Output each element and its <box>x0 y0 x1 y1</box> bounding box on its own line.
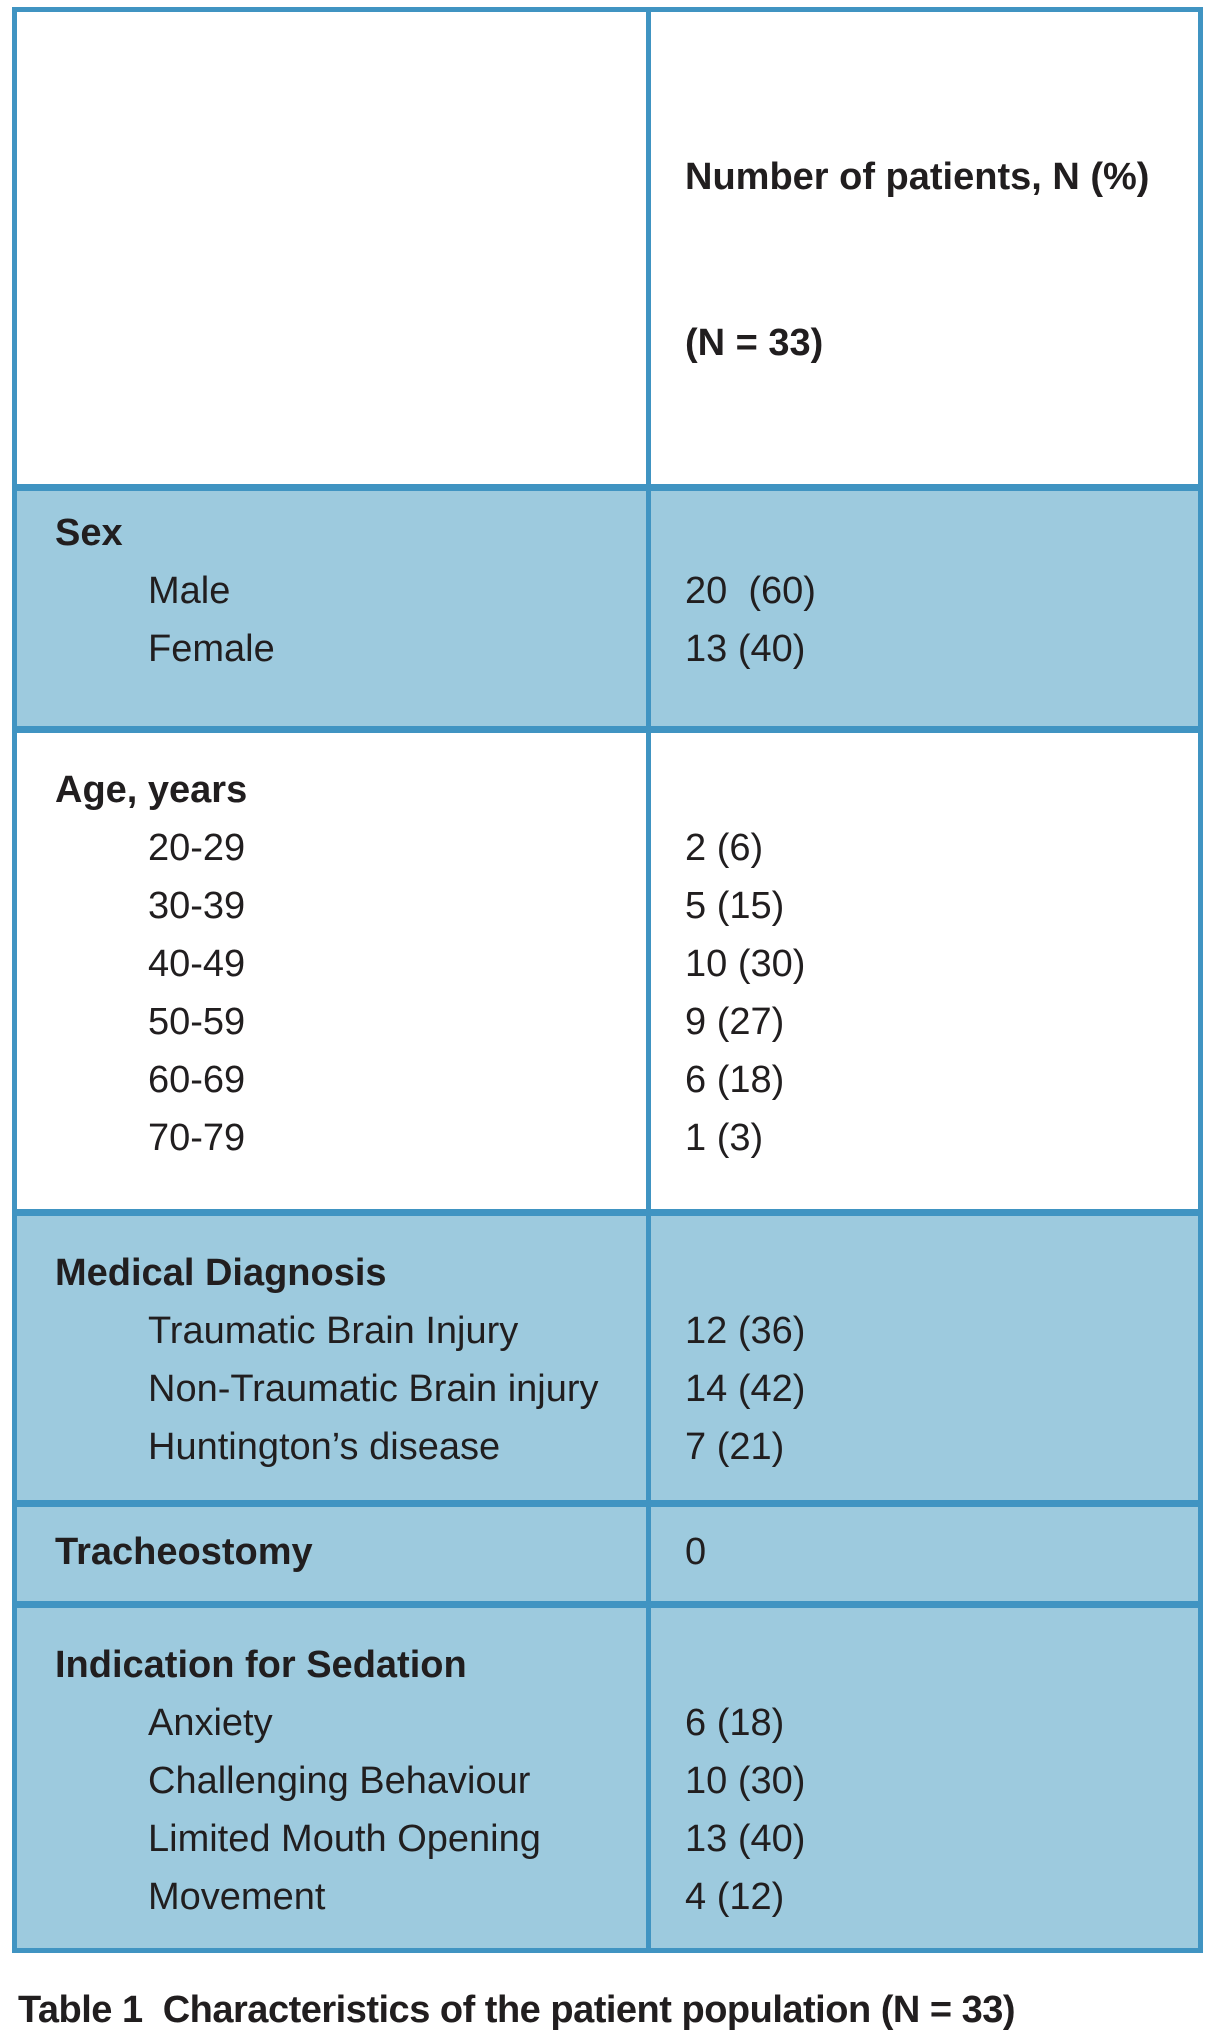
section-title-value <box>646 1209 1201 1302</box>
row-label: Huntington’s disease <box>14 1418 649 1504</box>
row-label: Male <box>14 562 649 620</box>
column-header-line1: Number of patients, N (%) <box>685 156 1150 198</box>
row-label: 60-69 <box>148 1059 246 1101</box>
column-header-line2: (N = 33) <box>685 322 824 364</box>
row-label: Movement <box>14 1868 649 1951</box>
row-value: 7 (21) <box>646 1418 1201 1504</box>
row-label: 40-49 <box>148 943 246 985</box>
row-value: 6 (18) <box>646 1051 1201 1109</box>
section-title-row: Indication for Sedation <box>14 1601 1201 1694</box>
section-title-row: Medical Diagnosis <box>14 1209 1201 1302</box>
row-value: 20 (60) <box>646 562 1201 620</box>
section-title-value <box>646 726 1201 819</box>
table-row: 30-39 5 (15) <box>15 877 1201 935</box>
table-row: Male 20 (60) <box>14 562 1201 620</box>
table-row: Anxiety 6 (18) <box>14 1694 1201 1752</box>
row-value: 6 (18) <box>646 1694 1201 1752</box>
table-section-tracheostomy: Tracheostomy 0 <box>14 1500 1201 1605</box>
row-value: 9 (27) <box>646 993 1201 1051</box>
row-label: 20-29 <box>148 827 246 869</box>
table-section-sex: Sex Male 20 (60) Female 13 (40) <box>14 484 1201 730</box>
table-section-indication-for-sedation: Indication for Sedation Anxiety 6 (18) Chal… <box>14 1601 1201 1951</box>
table-section-age-years: Age, years 20-29 2 (6) 30-39 5 (15) 40-49 10 (… <box>14 726 1201 1213</box>
patient-characteristics-table: Number of patients, N (%) (N = 33) Sex Ma… <box>12 7 1203 1953</box>
row-label: Traumatic Brain Injury <box>14 1302 649 1360</box>
row-value: 13 (40) <box>646 1810 1201 1868</box>
table-row: Movement 4 (12) <box>14 1868 1201 1951</box>
row-label: Challenging Behaviour <box>14 1752 649 1810</box>
table-row: Female 13 (40) <box>14 620 1201 730</box>
table-row: Huntington’s disease 7 (21) <box>14 1418 1201 1504</box>
table-row: Non-Traumatic Brain injury 14 (42) <box>14 1360 1201 1418</box>
section-title: Age, years <box>14 726 649 819</box>
row-value: 4 (12) <box>646 1868 1201 1951</box>
table-section-medical-diagnosis: Medical Diagnosis Traumatic Brain Injury 1… <box>14 1209 1201 1504</box>
table-row: 50-59 9 (27) <box>15 993 1201 1051</box>
section-title-row: Age, years <box>14 726 1201 819</box>
section-title: Medical Diagnosis <box>14 1209 649 1302</box>
row-label: Non-Traumatic Brain injury <box>14 1360 649 1418</box>
section-title-value: 0 <box>646 1500 1201 1605</box>
row-label: 50-59 <box>148 1001 246 1043</box>
table-row: 70-79 1 (3) <box>15 1109 1201 1213</box>
row-value: 2 (6) <box>646 819 1201 877</box>
column-header-cell: Number of patients, N (%) (N = 33) <box>646 9 1201 488</box>
table-row: 40-49 10 (30) <box>15 935 1201 993</box>
table-row: Challenging Behaviour 10 (30) <box>14 1752 1201 1810</box>
row-value: 10 (30) <box>646 935 1201 993</box>
table-row: Limited Mouth Opening 13 (40) <box>14 1810 1201 1868</box>
table-caption: Table 1 Characteristics of the patient p… <box>18 1989 1016 2031</box>
section-title: Tracheostomy <box>14 1500 649 1605</box>
row-label: 70-79 <box>148 1117 246 1159</box>
header-empty-cell <box>15 10 649 488</box>
section-title-value <box>646 1601 1201 1694</box>
row-value: 10 (30) <box>646 1752 1201 1810</box>
table-header-section: Number of patients, N (%) (N = 33) <box>15 9 1201 488</box>
table-header-row: Number of patients, N (%) (N = 33) <box>15 9 1201 488</box>
row-label: Anxiety <box>14 1694 649 1752</box>
table-row: 20-29 2 (6) <box>15 819 1201 877</box>
row-label: 30-39 <box>148 885 246 927</box>
section-title-row: Tracheostomy 0 <box>14 1500 1201 1605</box>
row-value: 14 (42) <box>646 1360 1201 1418</box>
section-title-value <box>646 484 1201 562</box>
row-label: Female <box>14 620 649 730</box>
section-title: Sex <box>14 484 649 562</box>
row-value: 12 (36) <box>646 1302 1201 1360</box>
table-row: 60-69 6 (18) <box>15 1051 1201 1109</box>
section-title-row: Sex <box>14 484 1201 562</box>
table-row: Traumatic Brain Injury 12 (36) <box>14 1302 1201 1360</box>
section-title: Indication for Sedation <box>14 1601 649 1694</box>
row-value: 1 (3) <box>646 1109 1201 1213</box>
row-value: 13 (40) <box>646 620 1201 730</box>
row-value: 5 (15) <box>646 877 1201 935</box>
row-label: Limited Mouth Opening <box>14 1810 649 1868</box>
